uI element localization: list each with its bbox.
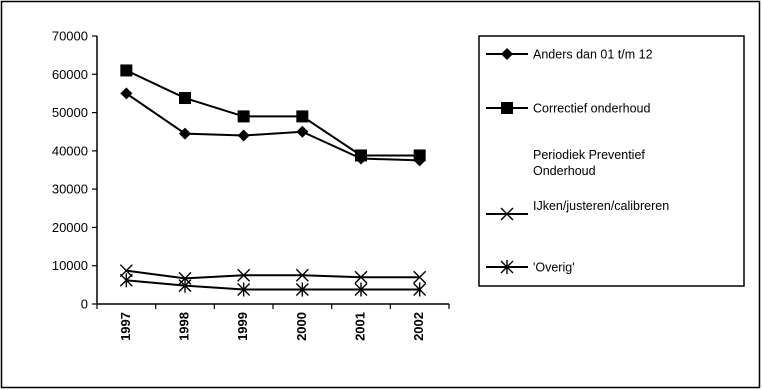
data-point (120, 87, 133, 100)
data-point (296, 110, 309, 123)
data-point (413, 270, 427, 284)
data-point (119, 264, 133, 278)
y-tick-label: 20000 (52, 220, 88, 235)
data-point (354, 282, 368, 297)
data-point (355, 149, 367, 162)
y-tick-label: 70000 (52, 29, 88, 44)
x-tick-label: 1999 (235, 312, 250, 341)
legend-label: IJken/justeren/calibreren (533, 199, 669, 213)
series-line (125, 92, 420, 162)
x-tick-label: 2002 (411, 312, 426, 341)
data-point (354, 270, 368, 284)
data-point (237, 110, 250, 123)
legend-label: Periodiek Preventief Onderhoud (533, 148, 645, 178)
y-tick-label: 50000 (52, 105, 88, 120)
legend-label: Correctief onderhoud (533, 102, 650, 116)
data-point (413, 149, 426, 162)
data-point (237, 268, 251, 282)
x-tick-label: 1998 (176, 312, 191, 341)
data-point (119, 273, 133, 288)
data-point (179, 127, 191, 140)
axes: 0 10000 20000 30000 40000 50000 60000 70000 1997… (52, 29, 450, 341)
y-tick-label: 10000 (52, 258, 88, 273)
series-4 (119, 273, 427, 297)
legend: Anders dan 01 t/m 12 Correctief onderhoud… (478, 35, 745, 287)
series-line (126, 279, 420, 291)
y-tick-label: 30000 (52, 182, 88, 197)
data-point (237, 282, 251, 297)
data-point (120, 64, 133, 77)
y-tick-label: 60000 (52, 67, 88, 82)
x-tick-label: 1997 (118, 312, 133, 341)
legend-label: 'Overig' (533, 261, 575, 275)
x-tick-label: 2001 (352, 312, 367, 341)
legend-marker (500, 260, 514, 274)
data-point (295, 282, 309, 297)
x-tick-label: 2000 (294, 312, 309, 341)
legend-box (478, 35, 745, 287)
data-point (413, 282, 427, 297)
y-tick-label: 40000 (52, 143, 88, 158)
legend-marker (501, 102, 513, 114)
data-point (179, 92, 191, 105)
series-3 (119, 264, 427, 285)
legend-label: Anders dan 01 t/m 12 (533, 48, 653, 62)
data-point (237, 129, 250, 142)
y-tick-label: 0 (81, 297, 88, 312)
legend-marker (500, 207, 514, 221)
series-line (126, 269, 420, 280)
data-point (178, 278, 192, 293)
data-point (295, 268, 309, 282)
data-point (296, 125, 309, 138)
legend-marker (501, 48, 513, 60)
series-layer (119, 64, 427, 297)
series-line (125, 69, 420, 157)
series-1 (120, 64, 426, 162)
